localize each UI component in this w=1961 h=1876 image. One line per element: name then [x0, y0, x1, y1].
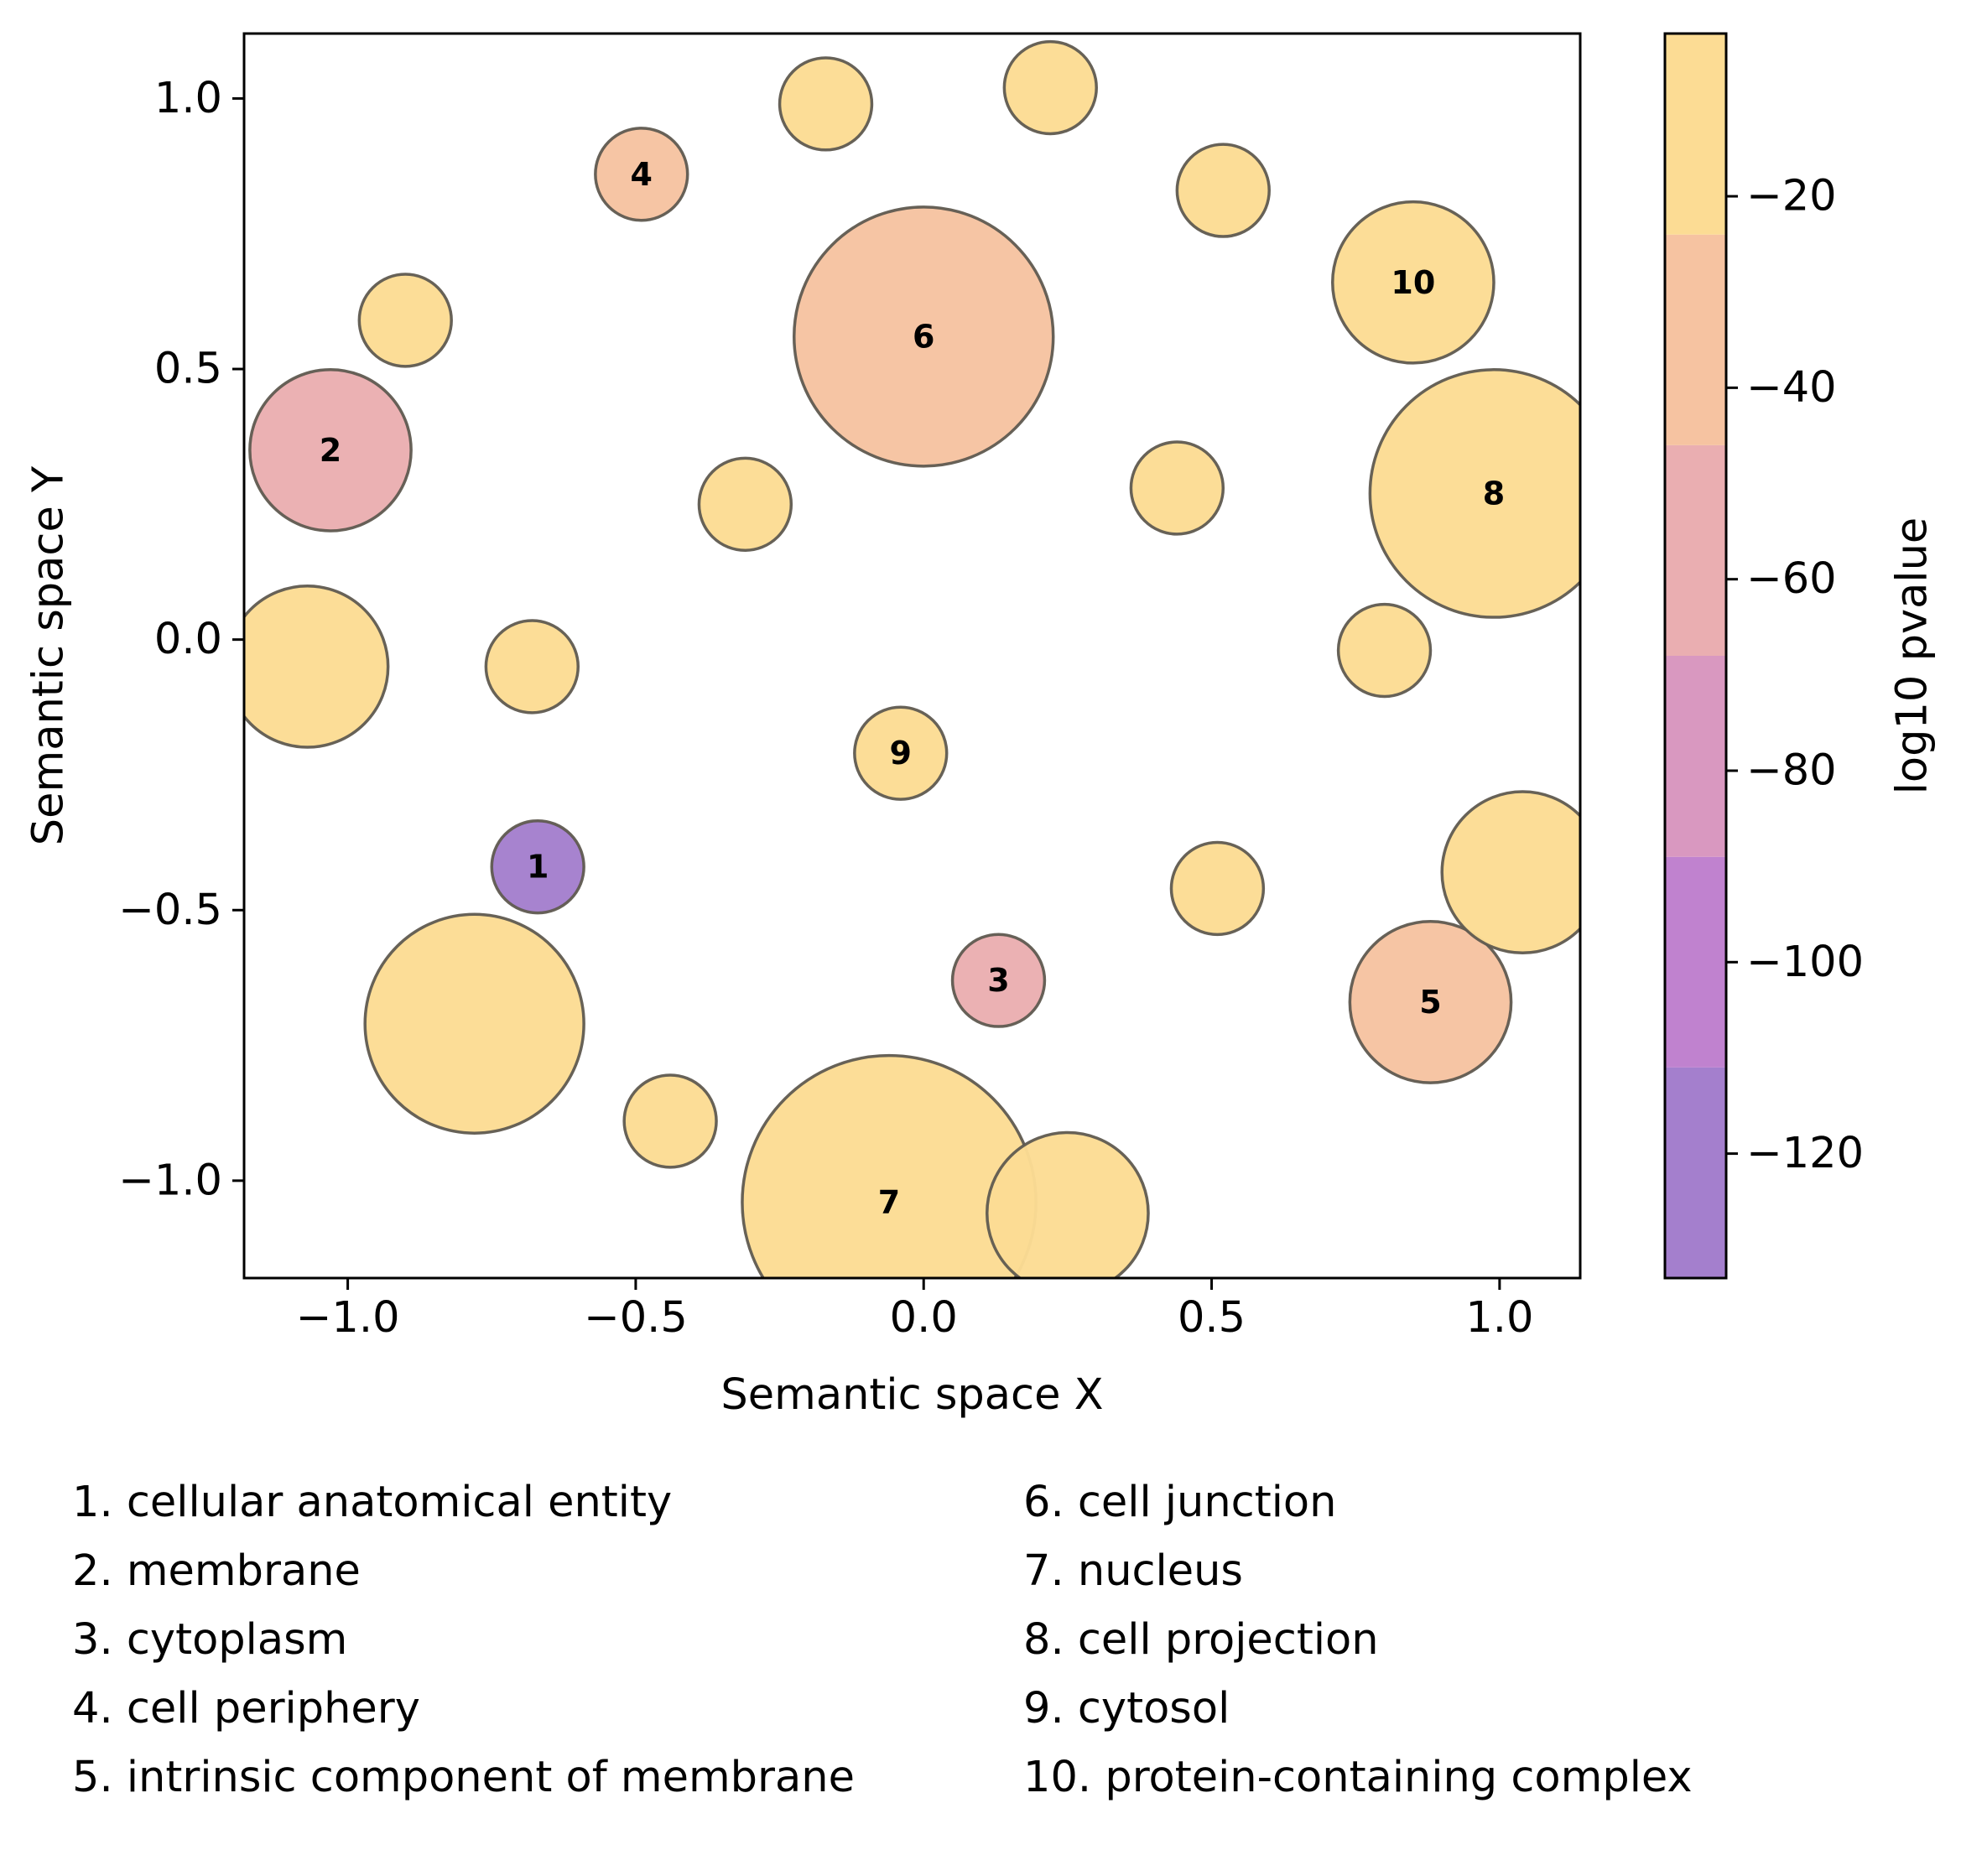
bubble-point [1440, 790, 1580, 954]
bubble-label: 4 [631, 156, 653, 193]
colorbar-band [1665, 856, 1726, 1068]
colorbar-tick-label: −20 [1746, 172, 1837, 221]
bubble-point [950, 933, 1047, 1028]
y-tick-label: 0.0 [154, 615, 222, 664]
colorbar-tick-label: −100 [1746, 938, 1864, 987]
bubble-label: 10 [1391, 264, 1435, 301]
bubble-point [244, 585, 390, 749]
colorbar-label: log10 pvalue [1888, 517, 1938, 795]
bubble-label: 9 [890, 735, 912, 772]
colorbar-band [1665, 34, 1726, 235]
y-tick-label: 0.5 [154, 345, 222, 394]
bubble-point [484, 619, 580, 715]
bubble-point [1175, 143, 1271, 238]
x-tick-label: 1.0 [1465, 1293, 1533, 1343]
y-axis: 1.0 0.5 0.0 −0.5 −1.0 Semantic space Y [24, 74, 244, 1205]
bubble-point [1169, 840, 1266, 937]
y-axis-label: Semantic space Y [24, 465, 74, 845]
bubble-point [853, 705, 949, 801]
bubble-label: 1 [527, 849, 549, 886]
bubble-point [792, 205, 1055, 468]
colorbar-band [1665, 656, 1726, 857]
y-tick-label: −1.0 [118, 1156, 222, 1205]
x-tick-label: −0.5 [584, 1293, 688, 1343]
bubble-labels: 1 2 3 4 5 6 7 8 9 10 [320, 156, 1505, 1221]
x-axis: −1.0 −0.5 0.0 0.5 1.0 Semantic space X [296, 1278, 1533, 1420]
bubble-point [594, 127, 689, 222]
bubble-point [1330, 200, 1495, 365]
bubble-point [1336, 602, 1433, 699]
colorbar-tick-label: −120 [1746, 1129, 1864, 1178]
colorbar-tick-label: −40 [1746, 363, 1837, 413]
bubble-label: 7 [878, 1184, 900, 1221]
bubble-point [363, 912, 585, 1135]
colorbar-frame [1663, 32, 1728, 1280]
bubble-label: 5 [1419, 984, 1441, 1021]
x-axis-label: Semantic space X [720, 1370, 1103, 1420]
bubbles [244, 39, 1580, 1278]
bubble-point [697, 456, 793, 553]
bubble-point [622, 1073, 718, 1169]
bubble-label: 2 [320, 432, 341, 469]
colorbar-band [1665, 1067, 1726, 1278]
colorbar-band [1665, 444, 1726, 656]
bubble-label: 6 [913, 318, 934, 355]
colorbar-band [1665, 234, 1726, 445]
plot-frame [242, 32, 1582, 1280]
x-tick-label: −1.0 [296, 1293, 400, 1343]
bubble-point [490, 818, 585, 915]
bubble-point [1348, 920, 1513, 1084]
y-tick-label: 1.0 [154, 74, 222, 123]
x-tick-label: 0.0 [890, 1293, 958, 1343]
bubble-label: 3 [987, 962, 1009, 999]
bubble-point [248, 367, 413, 533]
bubble-point [778, 56, 874, 152]
colorbar-tick-label: −80 [1746, 746, 1837, 795]
colorbar-tick-label: −60 [1746, 554, 1837, 604]
bubble-label: 8 [1483, 475, 1505, 512]
bubble-point [357, 273, 453, 368]
bubble-point [1002, 39, 1098, 136]
y-tick-label: −0.5 [118, 886, 222, 935]
bubble-point [986, 1130, 1150, 1278]
colorbar: −20 −40 −60 −80 −100 −120 log10 pvalue [1663, 32, 1938, 1280]
bubble-point [1129, 440, 1225, 536]
x-tick-label: 0.5 [1178, 1293, 1246, 1343]
bubble-point [1368, 368, 1580, 619]
